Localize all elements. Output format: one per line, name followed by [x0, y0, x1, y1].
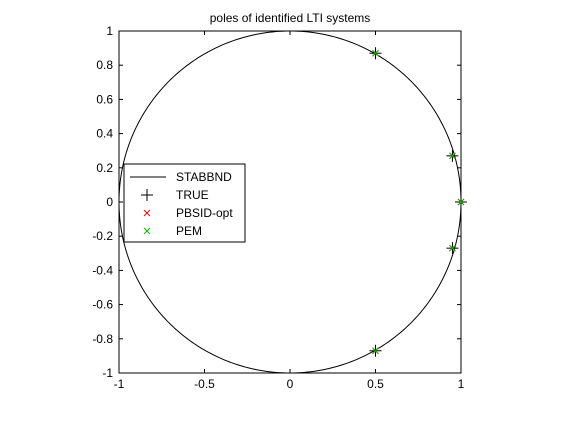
x-tick-label: -0.5	[194, 377, 215, 391]
y-tick-label: -0.6	[92, 298, 113, 312]
pem-point-b	[449, 152, 456, 160]
pole-markers	[369, 47, 467, 357]
legend-label-pem: PEM	[176, 224, 202, 238]
legend-label-pbsid-opt: PBSID-opt	[176, 206, 233, 220]
x-tick-label: 0.5	[367, 377, 384, 391]
y-tick-label: 0.8	[96, 58, 113, 72]
y-tick-label: -0.2	[92, 229, 113, 243]
pem-point	[449, 152, 456, 160]
x-tick-label: 0	[287, 377, 294, 391]
y-tick-label: 0.2	[96, 161, 113, 175]
pem-point	[372, 347, 379, 355]
legend-swatch-pbsid-opt	[143, 209, 151, 217]
y-tick-label: -0.4	[92, 263, 113, 277]
x-tick-label: -1	[114, 377, 125, 391]
legend-label-stabbnd: STABBND	[176, 170, 232, 184]
legend-swatch-pbsid-opt-b	[143, 209, 151, 217]
pem-point	[457, 198, 465, 206]
legend: STABBND TRUE PBSID-opt PEM	[123, 163, 246, 243]
legend-swatch-true	[141, 189, 153, 201]
pem-point	[372, 49, 379, 57]
y-tick-label: 0	[106, 195, 113, 209]
pem-point-b	[457, 198, 465, 206]
pem-point-b	[372, 49, 379, 57]
legend-swatch-pem	[143, 227, 151, 235]
pem-point-b	[372, 347, 379, 355]
x-tick-label: 1	[458, 377, 465, 391]
y-tick-label: -0.8	[92, 332, 113, 346]
legend-swatch-pem-b	[143, 227, 151, 235]
legend-label-true: TRUE	[176, 188, 209, 202]
y-tick-label: 0.4	[96, 127, 113, 141]
chart-title: poles of identified LTI systems	[210, 11, 371, 25]
pem-point-b	[449, 244, 456, 252]
y-tick-label: 0.6	[96, 92, 113, 106]
pem-point	[449, 244, 456, 252]
y-tick-label: 1	[106, 24, 113, 38]
y-tick-label: -1	[102, 366, 113, 380]
